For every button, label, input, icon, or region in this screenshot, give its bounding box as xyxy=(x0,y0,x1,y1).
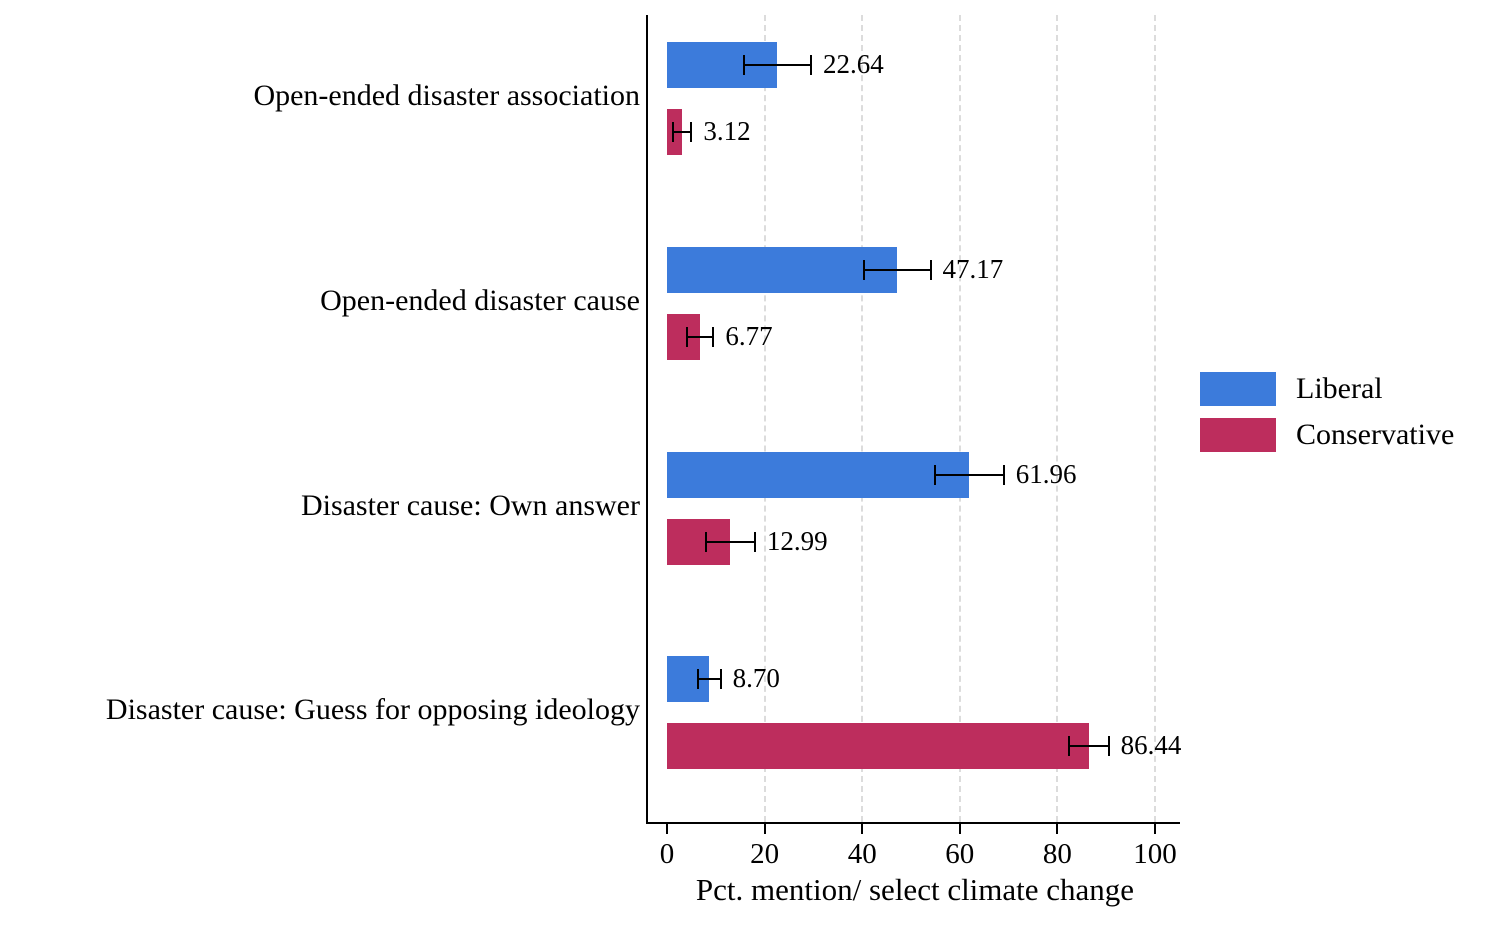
x-tick xyxy=(958,822,961,834)
error-whisker-cap xyxy=(1107,736,1110,756)
grid-line xyxy=(861,15,864,822)
x-tick-label: 40 xyxy=(847,838,877,870)
error-whisker-cap xyxy=(685,327,688,347)
x-tick-label: 0 xyxy=(659,838,675,870)
error-whisker-cap xyxy=(697,669,700,689)
bar-liberal xyxy=(667,247,898,293)
legend-item: Liberal xyxy=(1200,372,1454,406)
legend-label: Conservative xyxy=(1296,418,1455,451)
error-whisker xyxy=(705,541,755,543)
bar-value-label: 12.99 xyxy=(766,526,828,556)
bar-conservative xyxy=(667,723,1089,769)
error-whisker-cap xyxy=(929,260,932,280)
legend-item: Conservative xyxy=(1200,418,1454,452)
category-label: Disaster cause: Own answer xyxy=(300,488,640,522)
x-tick-label: 80 xyxy=(1042,838,1072,870)
error-whisker-cap xyxy=(743,55,745,75)
x-tick-label: 20 xyxy=(750,838,780,870)
bar-value-label: 47.17 xyxy=(942,254,1004,284)
error-whisker xyxy=(698,678,721,680)
bar-liberal xyxy=(667,452,970,498)
error-whisker xyxy=(863,269,931,271)
error-whisker-cap xyxy=(712,327,715,347)
error-whisker-cap xyxy=(862,260,865,280)
error-whisker-cap xyxy=(704,532,707,552)
x-tick xyxy=(1154,822,1156,834)
error-whisker-cap xyxy=(719,669,722,689)
error-whisker xyxy=(1069,745,1109,747)
bar-value-label: 22.64 xyxy=(822,49,884,79)
grid-line xyxy=(1056,15,1059,822)
error-whisker-cap xyxy=(809,55,812,75)
grid-line xyxy=(958,15,961,822)
x-tick xyxy=(763,822,766,834)
error-whisker xyxy=(744,64,811,66)
x-axis-label: Pct. mention/ select climate change xyxy=(695,872,1135,907)
grid-line xyxy=(763,15,766,822)
error-whisker-cap xyxy=(1068,736,1070,756)
category-label: Disaster cause: Guess for opposing ideol… xyxy=(105,692,640,726)
bar-value-label: 86.44 xyxy=(1120,730,1182,760)
error-whisker xyxy=(686,336,714,338)
legend-label: Liberal xyxy=(1296,372,1383,405)
error-whisker-cap xyxy=(1002,465,1005,485)
category-label: Open-ended disaster cause xyxy=(320,283,640,317)
grid-line xyxy=(1154,15,1156,822)
error-whisker-cap xyxy=(672,122,675,142)
x-tick xyxy=(666,822,668,834)
y-axis-line xyxy=(646,15,648,822)
x-tick xyxy=(861,822,864,834)
bar-value-label: 61.96 xyxy=(1015,459,1077,489)
bar-value-label: 6.77 xyxy=(725,321,773,351)
error-whisker-cap xyxy=(753,532,756,552)
legend-swatch xyxy=(1200,372,1276,406)
error-whisker xyxy=(673,131,692,133)
legend-swatch xyxy=(1200,418,1276,452)
x-tick xyxy=(1056,822,1059,834)
error-whisker-cap xyxy=(934,465,936,485)
x-tick-label: 100 xyxy=(1133,838,1177,870)
bar-value-label: 3.12 xyxy=(703,116,751,146)
legend: Liberal Conservative xyxy=(1200,372,1454,452)
bar-value-label: 8.70 xyxy=(732,663,780,693)
x-axis-line xyxy=(646,822,1180,824)
x-tick-label: 60 xyxy=(945,838,975,870)
category-label: Open-ended disaster association xyxy=(253,78,640,112)
error-whisker xyxy=(935,474,1004,476)
error-whisker-cap xyxy=(690,122,693,142)
